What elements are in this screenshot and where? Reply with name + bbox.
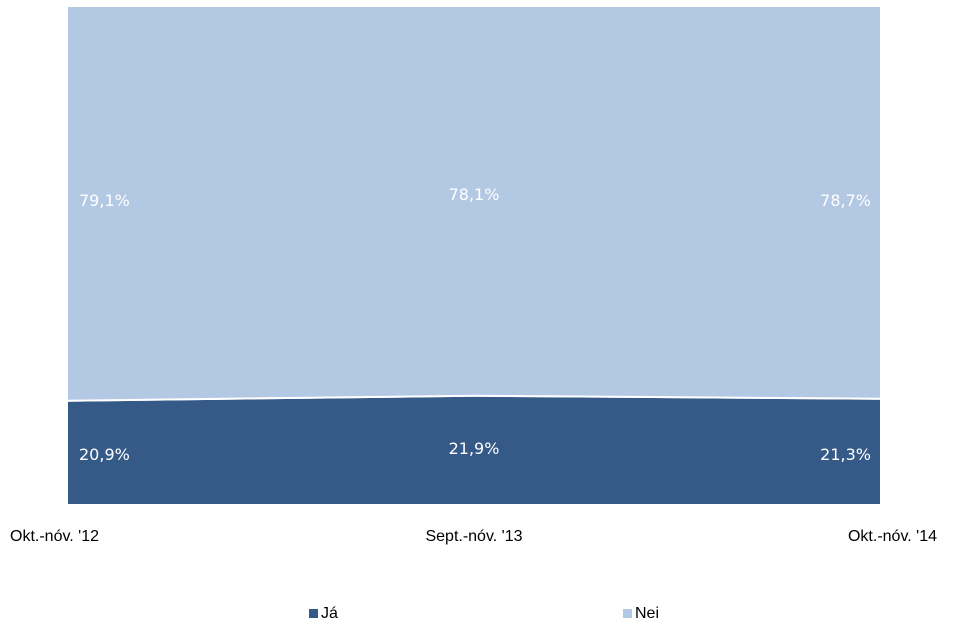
data-label: 79,1% (79, 191, 130, 210)
data-label: 78,1% (449, 185, 500, 204)
x-tick-label: Okt.-nóv. '12 (10, 528, 99, 545)
plot-area (66, 5, 882, 506)
legend-swatch (309, 609, 318, 618)
legend: Já Nei (309, 605, 659, 622)
data-label: 21,9% (449, 439, 500, 458)
area-series-1 (66, 5, 882, 402)
legend-swatch (623, 609, 632, 618)
legend-item: Nei (623, 605, 659, 622)
legend-label: Já (321, 605, 338, 622)
legend-label: Nei (635, 605, 659, 622)
data-label: 78,7% (820, 191, 871, 210)
data-label: 21,3% (820, 445, 871, 464)
x-tick-label: Sept.-nóv. '13 (425, 528, 522, 545)
x-tick-label: Okt.-nóv. '14 (848, 528, 937, 545)
data-label: 20,9% (79, 445, 130, 464)
data-labels: 20,9% 21,9% 21,3% 79,1% 78,1% 78,7% (79, 185, 871, 464)
x-axis-tick-labels: Okt.-nóv. '12 Sept.-nóv. '13 Okt.-nóv. '14 (10, 528, 937, 545)
legend-item: Já (309, 605, 338, 622)
